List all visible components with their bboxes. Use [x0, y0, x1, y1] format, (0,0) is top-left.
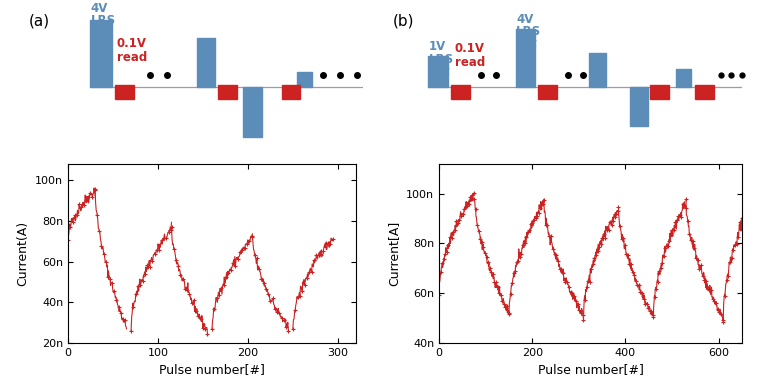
Text: (a): (a) [29, 14, 50, 29]
Bar [90, 20, 112, 87]
Bar [650, 85, 668, 99]
Text: 4V: 4V [91, 2, 108, 15]
Y-axis label: Current(A): Current(A) [17, 221, 30, 286]
X-axis label: Pulse number[#]: Pulse number[#] [537, 363, 643, 376]
Text: read: read [454, 56, 484, 69]
Bar [451, 85, 470, 99]
Text: set: set [516, 37, 537, 50]
Bar [516, 29, 534, 87]
Text: LRS: LRS [429, 53, 454, 66]
Bar [282, 85, 300, 99]
Bar [428, 56, 447, 87]
Bar [695, 85, 714, 99]
Text: set: set [91, 27, 111, 40]
Text: LRS: LRS [516, 25, 541, 38]
Text: 0.1V: 0.1V [117, 37, 147, 50]
Text: set: set [429, 65, 450, 78]
Text: (b): (b) [393, 14, 414, 29]
Bar [589, 53, 606, 87]
Bar [297, 72, 312, 87]
Bar [197, 38, 215, 87]
Bar [631, 87, 648, 126]
Bar [219, 85, 237, 99]
Text: LRS: LRS [91, 14, 116, 27]
Y-axis label: Current[A]: Current[A] [388, 221, 400, 286]
Text: 1V: 1V [429, 40, 447, 53]
X-axis label: Pulse number[#]: Pulse number[#] [159, 363, 265, 376]
Bar [676, 69, 691, 87]
Bar [115, 85, 133, 99]
Bar [244, 87, 262, 137]
Bar [538, 85, 557, 99]
Text: read: read [117, 51, 147, 64]
Text: 0.1V: 0.1V [454, 42, 484, 55]
Text: 4V: 4V [516, 13, 534, 26]
